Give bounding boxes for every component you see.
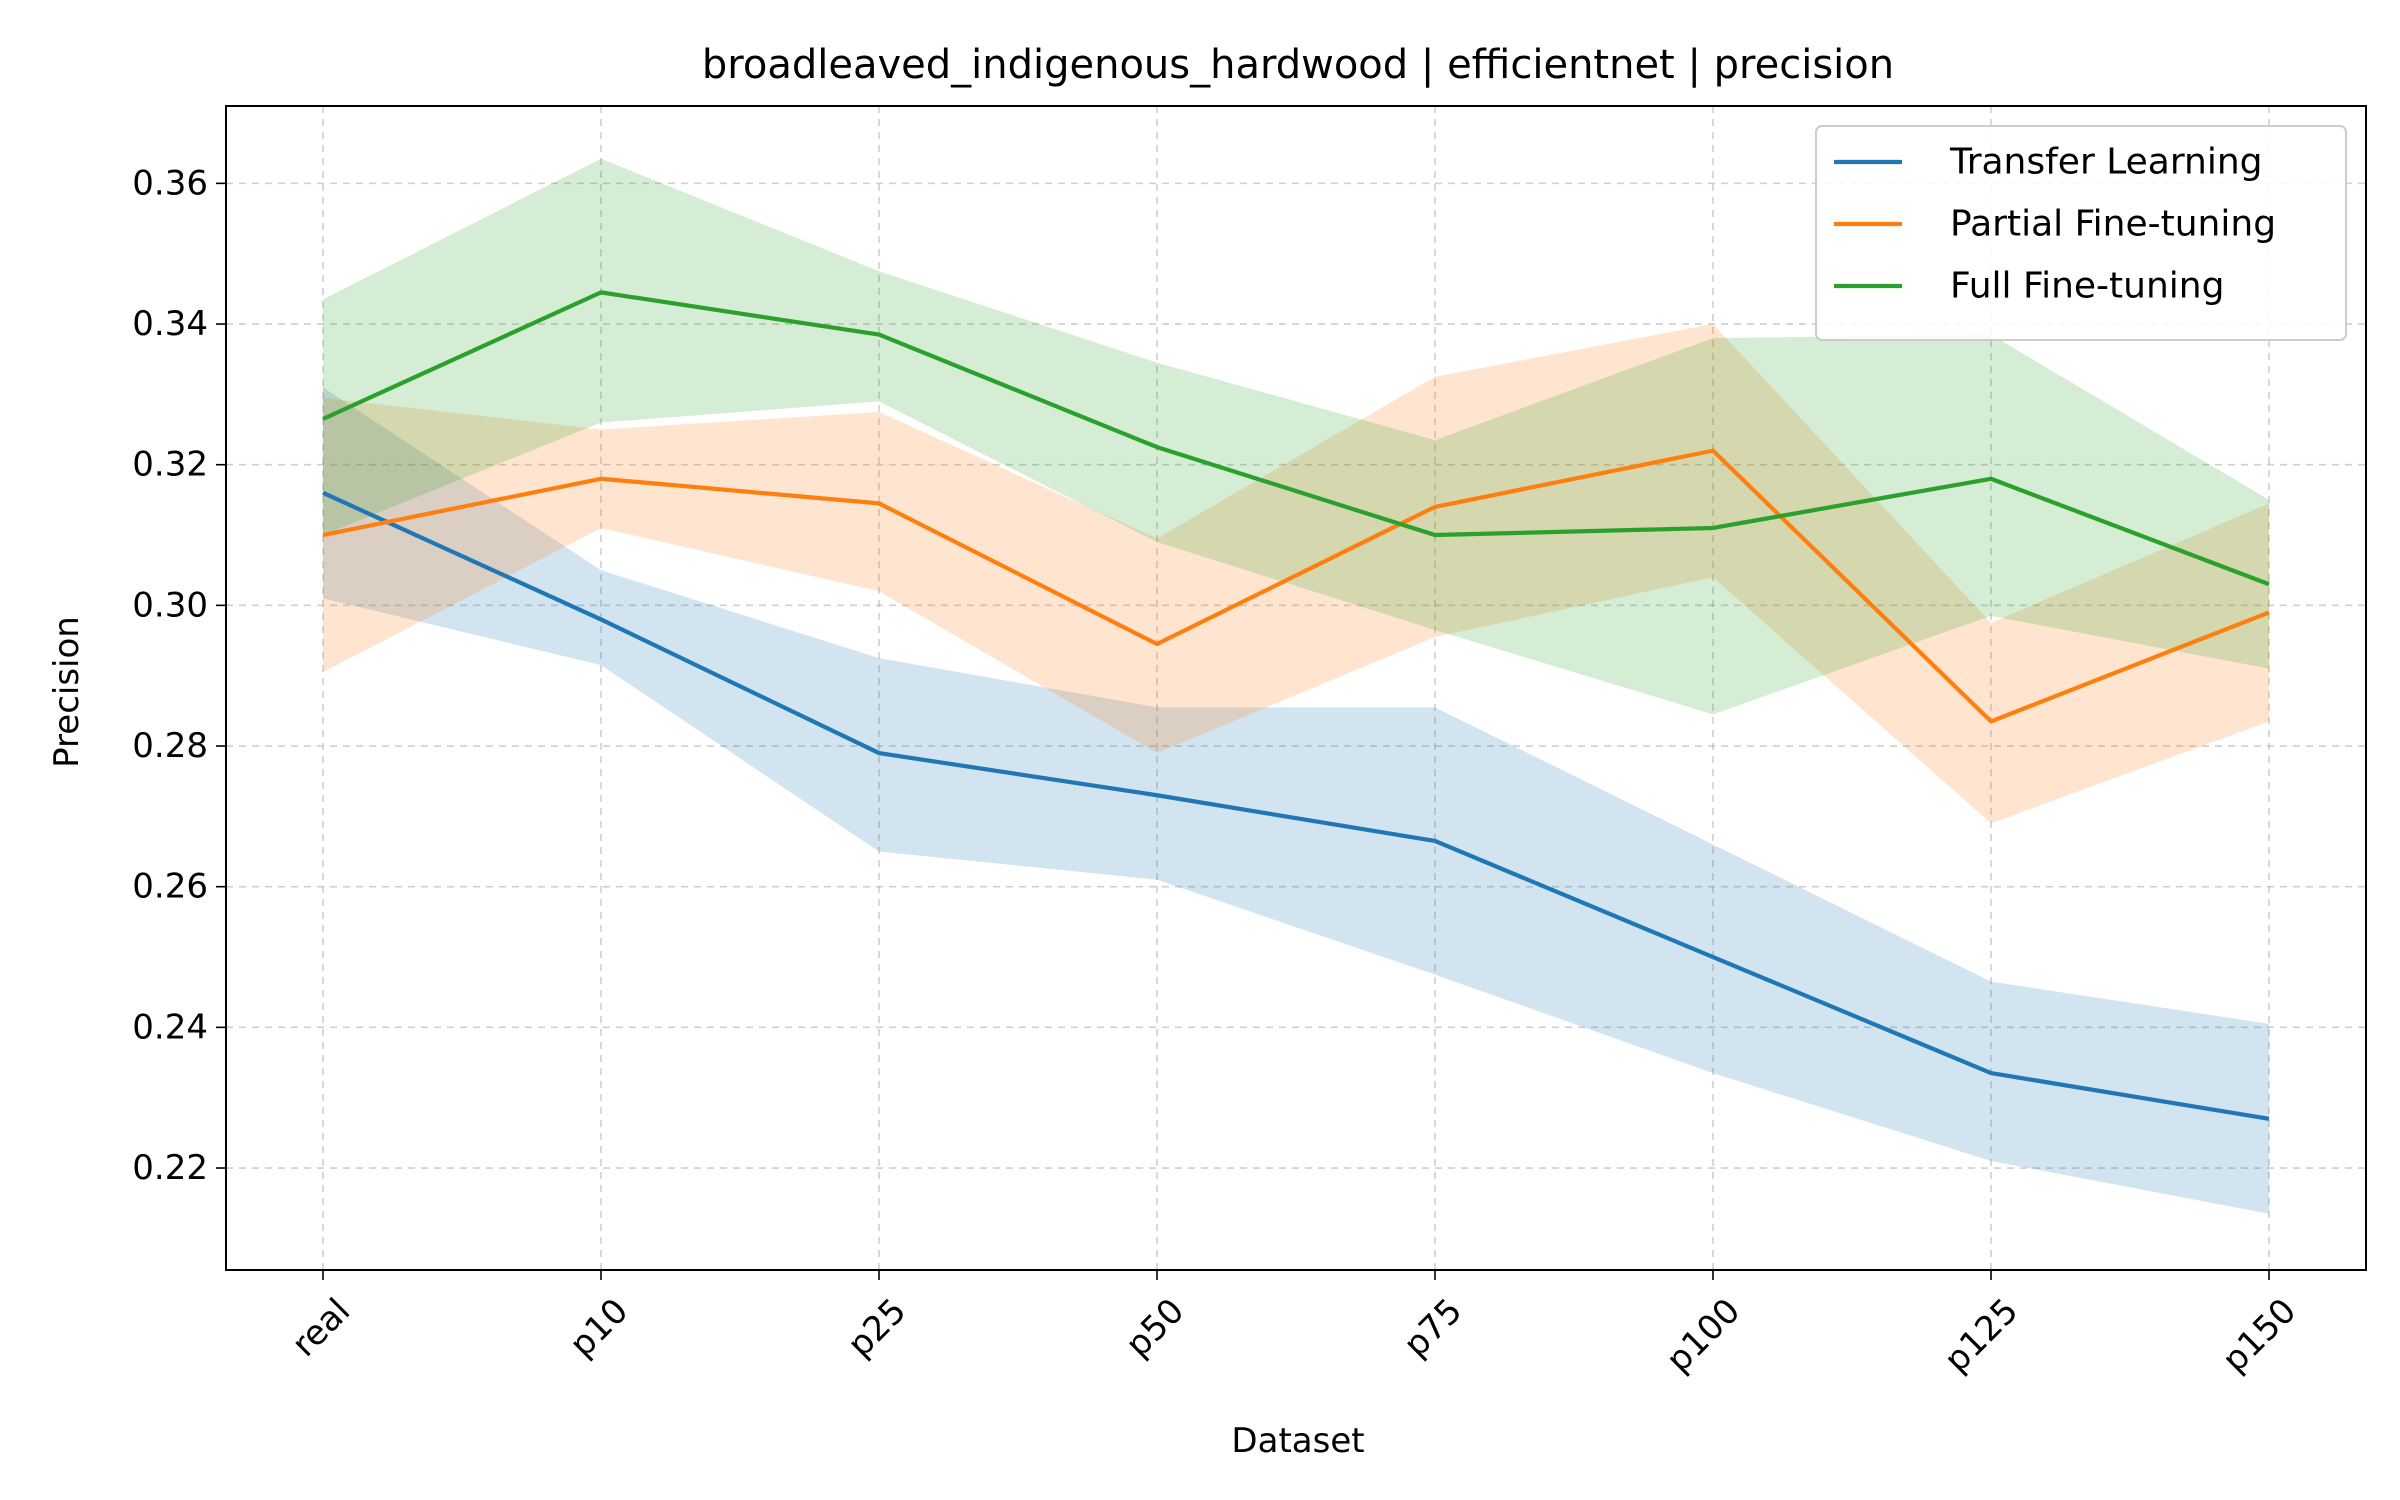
y-axis: 0.22 0.24 0.26 0.28 0.30 0.32 0.34 0.36 (132, 163, 226, 1188)
y-tick-label: 0.28 (132, 726, 208, 766)
series-band-0 (323, 387, 2269, 1214)
legend-label-1: Partial Fine-tuning (1950, 204, 2276, 245)
series-line-1 (322, 448, 2270, 724)
legend: Transfer Learning Partial Fine-tuning Full… (1815, 125, 2347, 341)
y-tick-label: 0.24 (132, 1007, 208, 1047)
y-tick-label: 0.22 (132, 1148, 208, 1188)
series-line-0 (322, 490, 2270, 1121)
series-line-2 (322, 290, 2270, 587)
y-axis-label: Precision (47, 616, 87, 768)
y-tick-label: 0.34 (132, 304, 208, 344)
series-band-2 (323, 158, 2269, 715)
legend-label-0: Transfer Learning (1949, 142, 2263, 183)
plot-area (225, 105, 2367, 1271)
y-tick-label: 0.32 (132, 445, 208, 485)
chart-title: broadleaved_indigenous_hardwood | effici… (702, 42, 1894, 88)
x-axis-label: Dataset (1231, 1421, 1364, 1461)
y-tick-label: 0.36 (132, 163, 208, 203)
legend-box (1815, 125, 2347, 341)
plot-frame (225, 105, 2367, 1271)
y-tick-label: 0.30 (132, 585, 208, 625)
y-tick-label: 0.26 (132, 867, 208, 907)
legend-label-2: Full Fine-tuning (1950, 266, 2224, 307)
series-lines (322, 290, 2270, 1121)
